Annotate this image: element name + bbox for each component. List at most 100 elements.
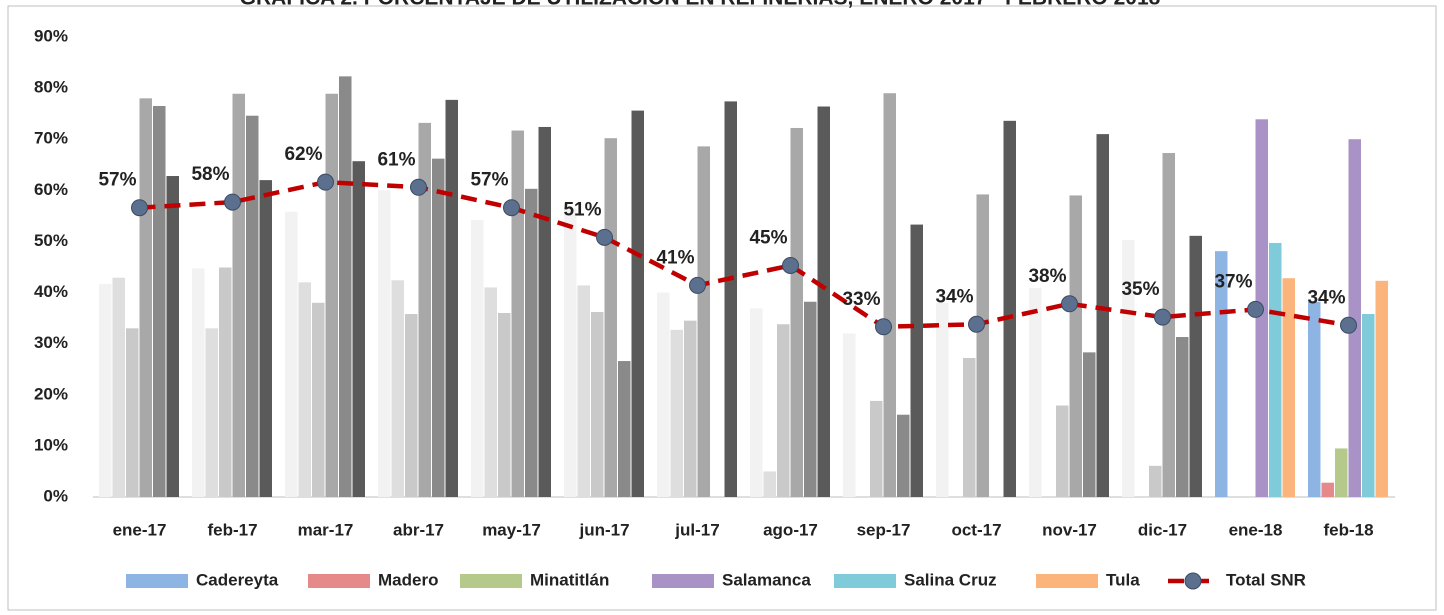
- line-marker: [875, 318, 892, 336]
- x-tick-label: ene-17: [113, 520, 167, 539]
- line-marker: [1247, 300, 1264, 318]
- data-label: 61%: [377, 149, 415, 170]
- bar: [1321, 482, 1334, 497]
- legend-swatch: [308, 574, 370, 588]
- bar: [910, 224, 923, 498]
- bar: [1122, 239, 1135, 497]
- bar: [790, 127, 803, 497]
- data-label: 45%: [749, 227, 787, 248]
- bar: [339, 76, 352, 497]
- bar: [325, 93, 338, 497]
- bar: [618, 361, 631, 497]
- bar: [484, 287, 497, 497]
- line-marker: [1340, 316, 1357, 334]
- bar: [418, 122, 431, 497]
- line-marker: [131, 199, 148, 217]
- data-label: 34%: [935, 286, 973, 307]
- bar: [804, 301, 817, 497]
- bar: [1003, 120, 1016, 498]
- bar: [471, 219, 484, 497]
- bar: [1056, 405, 1069, 497]
- x-tick-label: may-17: [482, 520, 541, 539]
- legend-swatch: [652, 574, 714, 588]
- y-tick-label: 90%: [34, 26, 68, 45]
- bar: [312, 302, 325, 497]
- bar: [777, 324, 790, 497]
- bar: [378, 190, 391, 498]
- chart-border: [7, 5, 1437, 611]
- bar: [285, 211, 298, 498]
- bar: [445, 99, 458, 497]
- x-tick-label: nov-17: [1042, 520, 1097, 539]
- bar: [1029, 287, 1042, 497]
- bar: [432, 158, 445, 497]
- y-tick-label: 10%: [34, 435, 68, 454]
- bar: [631, 110, 644, 497]
- bar: [963, 357, 976, 497]
- bar: [232, 93, 245, 497]
- line-marker: [968, 315, 985, 333]
- legend-swatch: [126, 574, 188, 588]
- bar: [657, 292, 670, 497]
- bar: [1362, 314, 1375, 497]
- y-tick-label: 70%: [34, 129, 68, 148]
- bar: [1162, 153, 1175, 497]
- bar: [1282, 278, 1295, 497]
- bar: [391, 280, 404, 497]
- data-label: 62%: [284, 144, 322, 165]
- data-label: 38%: [1028, 266, 1066, 287]
- bar: [897, 414, 910, 497]
- bar: [604, 138, 617, 497]
- bar: [817, 106, 830, 497]
- legend-marker: [1184, 572, 1202, 590]
- bar: [1269, 242, 1282, 497]
- bar: [259, 180, 272, 497]
- bar: [670, 329, 683, 497]
- line-marker: [503, 199, 520, 217]
- bar: [126, 328, 139, 497]
- x-tick-label: mar-17: [298, 520, 354, 539]
- x-tick-label: feb-18: [1323, 520, 1373, 539]
- x-tick-label: jun-17: [578, 520, 629, 539]
- bar: [538, 126, 551, 497]
- x-tick-label: jul-17: [674, 520, 719, 539]
- legend-label: Salina Cruz: [904, 570, 997, 589]
- legend-swatch: [1036, 574, 1098, 588]
- bar: [1069, 195, 1082, 497]
- line-marker: [782, 256, 799, 274]
- data-label: 57%: [470, 170, 508, 191]
- line-marker: [596, 228, 613, 246]
- y-tick-label: 40%: [34, 282, 68, 301]
- bar: [763, 471, 776, 497]
- bar: [205, 328, 218, 497]
- bar: [1176, 337, 1189, 497]
- bar: [298, 282, 311, 497]
- legend-swatch: [834, 574, 896, 588]
- bar: [153, 106, 166, 497]
- bar: [591, 311, 604, 497]
- x-tick-label: dic-17: [1138, 520, 1187, 539]
- line-marker: [317, 173, 334, 191]
- legend-label: Tula: [1106, 570, 1140, 589]
- line-marker: [1061, 295, 1078, 313]
- legend-swatch: [460, 574, 522, 588]
- bar: [139, 98, 152, 497]
- bar: [1189, 235, 1202, 498]
- bar: [1335, 448, 1348, 497]
- data-label: 57%: [98, 170, 136, 191]
- bar: [843, 333, 856, 497]
- bar: [684, 320, 697, 497]
- bar: [246, 115, 259, 497]
- bar: [724, 101, 737, 498]
- data-label: 41%: [656, 247, 694, 268]
- bar: [99, 283, 112, 497]
- bar: [976, 194, 989, 497]
- y-tick-label: 60%: [34, 180, 68, 199]
- x-tick-label: ago-17: [763, 520, 818, 539]
- line-marker: [410, 178, 427, 196]
- data-label: 58%: [191, 164, 229, 185]
- bar: [883, 93, 896, 497]
- line-marker: [689, 276, 706, 294]
- bar: [192, 268, 205, 497]
